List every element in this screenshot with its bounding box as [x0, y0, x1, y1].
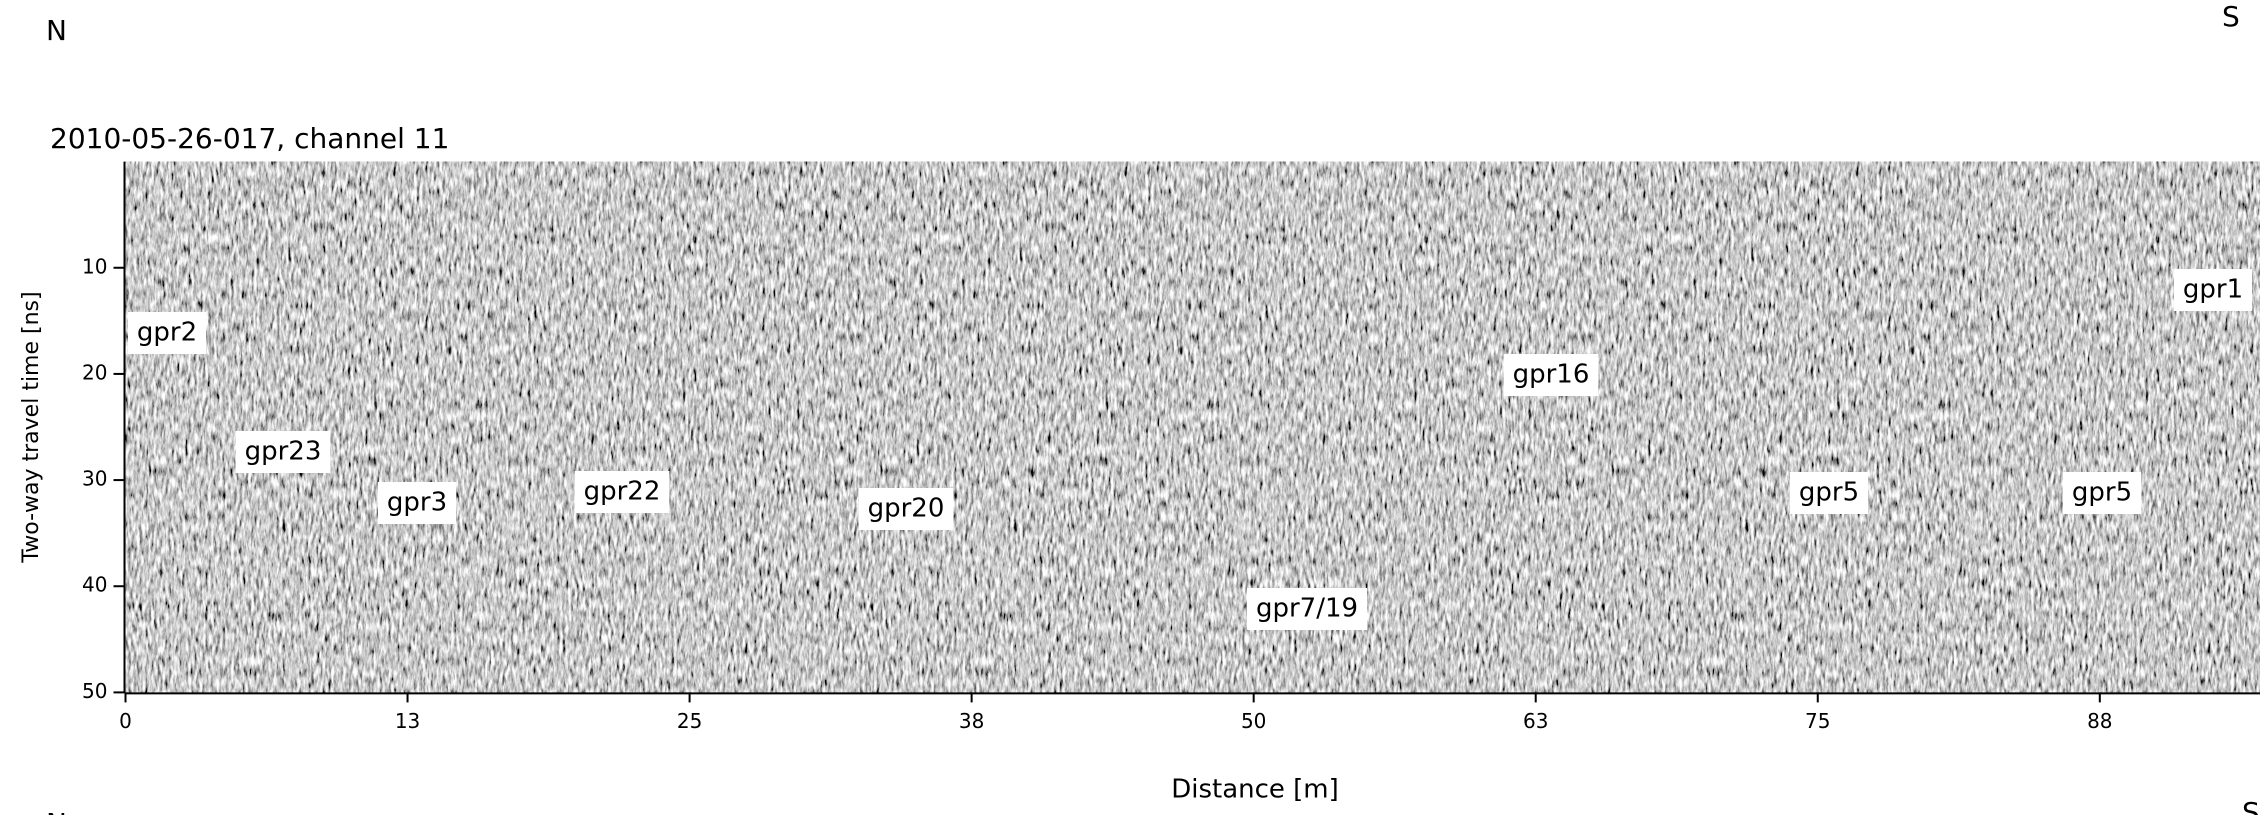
annotation-box	[858, 488, 954, 530]
chart-title: 2010-05-26-017, channel 11	[50, 122, 449, 155]
y-tick-label: 40	[82, 573, 107, 597]
north-label-bottom: N	[46, 807, 67, 815]
annotation-box	[235, 431, 331, 473]
annotation: gpr2	[127, 312, 207, 354]
annotation-box	[1503, 354, 1599, 396]
x-tick-label: 75	[1805, 709, 1830, 733]
annotation-label: gpr23	[245, 437, 322, 467]
annotation-box	[1246, 588, 1368, 630]
x-tick-label: 25	[677, 709, 702, 733]
annotation-box	[127, 312, 207, 354]
annotation: gpr20	[858, 488, 954, 530]
y-tick-label: 20	[82, 360, 107, 384]
annotation: gpr3	[377, 482, 457, 524]
x-tick-label: 50	[1241, 709, 1266, 733]
y-tick-label: 50	[82, 679, 107, 703]
y-axis-label: Two-way travel time [ns]	[19, 291, 44, 563]
south-label: S	[2222, 0, 2240, 33]
annotation: gpr22	[574, 471, 670, 513]
x-tick-label: 13	[395, 709, 420, 733]
annotation: gpr23	[235, 431, 331, 473]
annotation-label: gpr5	[2072, 478, 2132, 508]
x-axis-label: Distance [m]	[1171, 775, 1339, 805]
annotation-label: gpr1	[2183, 275, 2243, 305]
radargram-image	[125, 161, 2260, 693]
annotation: gpr5	[1789, 472, 1869, 514]
annotation-label: gpr20	[868, 494, 945, 524]
annotation-box	[2173, 269, 2253, 311]
annotation-box	[574, 471, 670, 513]
north-label: N	[46, 14, 67, 47]
x-tick-label: 38	[959, 709, 984, 733]
x-tick-label: 63	[1523, 709, 1548, 733]
annotation-box	[2062, 472, 2142, 514]
annotation-label: gpr2	[137, 318, 197, 348]
annotation: gpr5	[2062, 472, 2142, 514]
annotation-box	[1789, 472, 1869, 514]
x-tick-label: 0	[119, 709, 132, 733]
annotation: gpr1	[2173, 269, 2253, 311]
annotation-box	[377, 482, 457, 524]
annotation-label: gpr3	[387, 488, 447, 518]
annotation-label: gpr22	[584, 477, 661, 507]
x-tick-label: 88	[2087, 709, 2112, 733]
annotation-label: gpr16	[1513, 360, 1590, 390]
annotation-label: gpr7/19	[1256, 594, 1358, 624]
y-tick-label: 10	[82, 254, 107, 278]
annotation-label: gpr5	[1799, 478, 1859, 508]
south-label-bottom: S	[2242, 796, 2260, 815]
annotation: gpr7/19	[1246, 588, 1368, 630]
annotation: gpr16	[1503, 354, 1599, 396]
y-tick-label: 30	[82, 467, 107, 491]
